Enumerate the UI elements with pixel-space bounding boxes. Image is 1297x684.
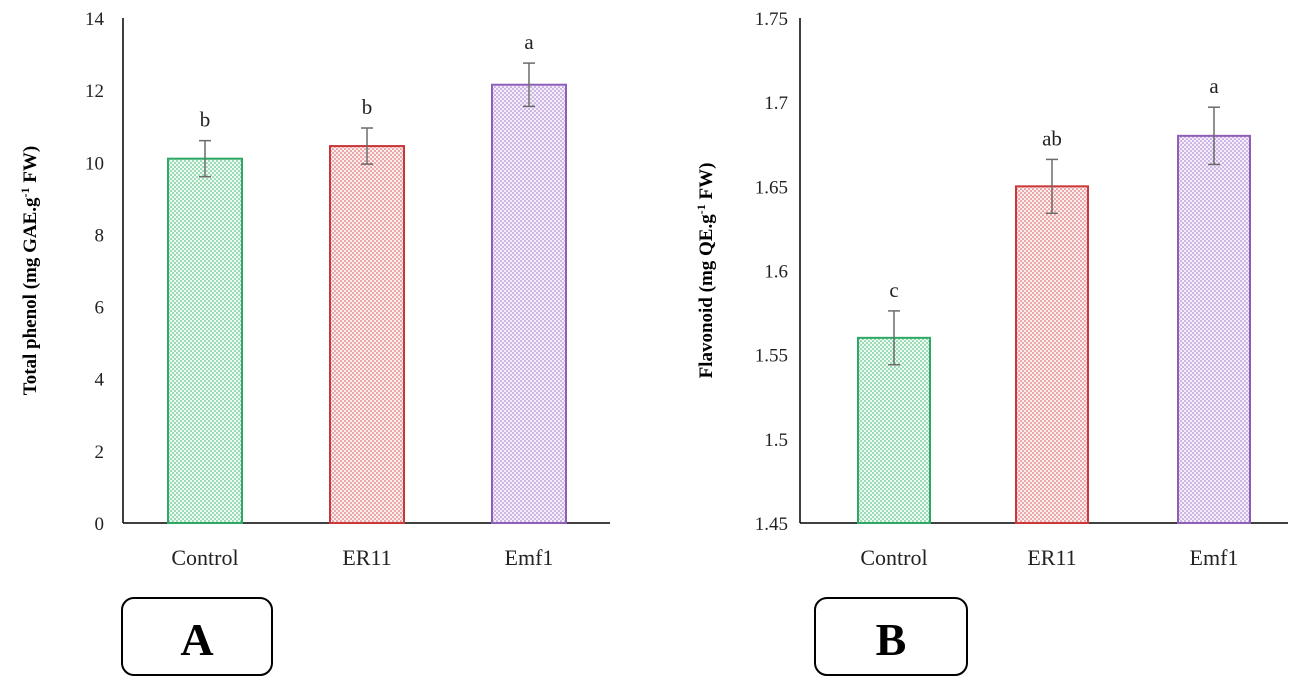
chart-panel-a: 0 2 4 6 8 10 12 14 b Control b ER11 a Emf1 Total pheno… <box>18 9 610 570</box>
chart-panel-b: 1.45 1.5 1.55 1.6 1.65 1.7 1.75 c Control ab ER11 a… <box>694 9 1288 570</box>
y-tick-label: 10 <box>85 153 104 174</box>
error-bar-control <box>199 139 211 178</box>
x-category-label: ER11 <box>342 545 391 570</box>
y-tick-label: 1.75 <box>755 9 788 30</box>
bar-er11 <box>329 145 405 525</box>
y-tick-label: 1.55 <box>755 346 788 367</box>
x-category-label: Emf1 <box>505 545 554 570</box>
y-tick-label: 1.45 <box>755 514 788 535</box>
significance-label: a <box>524 30 534 54</box>
y-tick-label: 4 <box>95 370 105 391</box>
bar-control <box>167 157 243 525</box>
panel-label-a-box: A <box>121 597 273 676</box>
y-tick-label: 12 <box>85 81 104 102</box>
significance-label: ab <box>1042 126 1062 150</box>
y-tick-label: 1.65 <box>755 177 788 198</box>
y-tick-label: 1.6 <box>764 262 788 283</box>
bar-emf1 <box>491 83 567 524</box>
y-tick-label: 1.5 <box>764 430 788 451</box>
bar-emf1 <box>1177 134 1251 524</box>
error-bar-emf1 <box>523 62 535 108</box>
significance-label: b <box>362 95 373 119</box>
x-category-label: ER11 <box>1027 545 1076 570</box>
panel-label-b: B <box>876 614 907 665</box>
bar-er11 <box>1015 185 1089 524</box>
significance-label: b <box>200 108 211 132</box>
x-category-label: Control <box>860 545 927 570</box>
y-axis-title: Flavonoid (mg QE.g-1 FW) <box>694 163 717 379</box>
panel-label-a: A <box>180 614 213 665</box>
significance-label: c <box>889 278 898 302</box>
panel-label-b-box: B <box>814 597 968 676</box>
error-bar-er11 <box>1046 158 1058 215</box>
y-tick-label: 1.7 <box>764 93 788 114</box>
y-tick-label: 0 <box>95 514 105 535</box>
significance-label: a <box>1209 74 1219 98</box>
y-tick-label: 8 <box>95 225 105 246</box>
error-bar-control <box>888 310 900 366</box>
y-tick-label: 6 <box>95 298 105 319</box>
error-bar-er11 <box>361 127 373 165</box>
y-tick-label: 2 <box>95 442 105 463</box>
bar-control <box>857 336 931 525</box>
error-bar-emf1 <box>1208 106 1220 166</box>
y-axis-title: Total phenol (mg GAE.g-1 FW) <box>18 146 41 395</box>
x-category-label: Control <box>171 545 238 570</box>
x-category-label: Emf1 <box>1190 545 1239 570</box>
y-tick-label: 14 <box>85 9 105 30</box>
